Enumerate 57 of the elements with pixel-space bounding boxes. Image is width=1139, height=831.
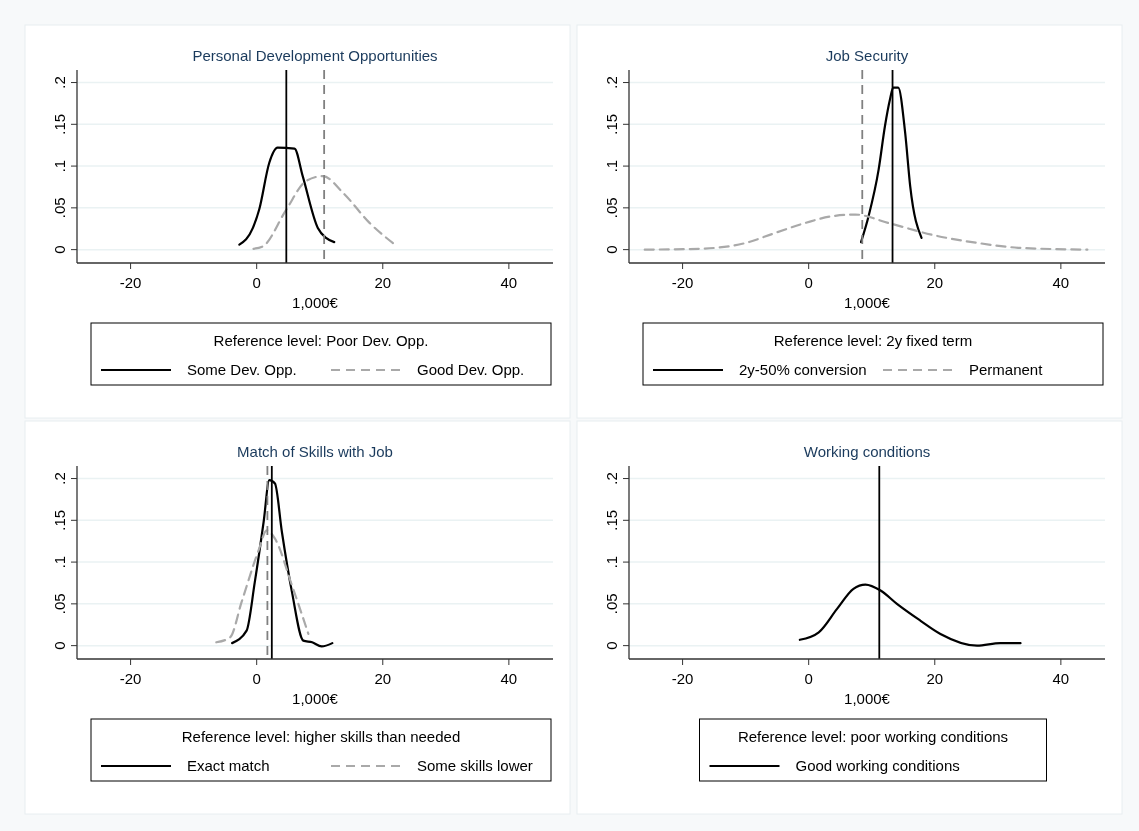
y-tick-label: .1 — [51, 555, 68, 569]
x-tick-label: -20 — [671, 670, 694, 687]
x-tick-label: -20 — [119, 274, 142, 291]
y-tick-label: .15 — [51, 113, 68, 135]
y-tick-label: 0 — [603, 641, 620, 650]
legend-label: Some skills lower — [417, 757, 533, 774]
y-tick-label: .1 — [603, 159, 620, 173]
y-tick-label: .15 — [603, 509, 620, 531]
y-tick-label: .05 — [603, 197, 620, 219]
y-tick-label: 0 — [603, 245, 620, 254]
y-tick-label: .2 — [603, 472, 620, 485]
x-tick-label: -20 — [671, 274, 694, 291]
y-tick-label: .15 — [603, 113, 620, 135]
x-tick-label: 0 — [804, 670, 813, 687]
legend-label: Exact match — [187, 757, 270, 774]
x-tick-label: 40 — [500, 670, 518, 687]
y-tick-label: 0 — [51, 245, 68, 254]
x-tick-label: 40 — [500, 274, 518, 291]
x-tick-label: 0 — [252, 274, 261, 291]
chart-title: Working conditions — [803, 443, 931, 460]
legend-label: Some Dev. Opp. — [187, 361, 297, 378]
legend-title: Reference level: higher skills than needed — [181, 728, 461, 745]
x-tick-label: 0 — [804, 274, 813, 291]
x-tick-label: -20 — [119, 670, 142, 687]
y-tick-label: .1 — [603, 555, 620, 569]
legend-label: Good Dev. Opp. — [417, 361, 525, 378]
legend-label: 2y-50% conversion — [739, 361, 867, 378]
x-tick-label: 20 — [926, 670, 944, 687]
chart-title: Match of Skills with Job — [237, 443, 393, 460]
y-tick-label: .2 — [51, 76, 68, 89]
x-axis-title: 1,000€ — [844, 690, 891, 707]
y-tick-label: .05 — [603, 593, 620, 615]
y-tick-label: .2 — [51, 472, 68, 485]
x-axis-title: 1,000€ — [292, 690, 339, 707]
x-tick-label: 20 — [374, 670, 392, 687]
x-axis-title: 1,000€ — [844, 294, 891, 311]
legend-title: Reference level: Poor Dev. Opp. — [213, 332, 429, 349]
y-tick-label: .15 — [51, 509, 68, 531]
x-tick-label: 40 — [1052, 274, 1070, 291]
x-tick-label: 20 — [926, 274, 944, 291]
line-series — [215, 529, 310, 644]
y-tick-label: .1 — [51, 159, 68, 173]
y-tick-label: 0 — [51, 641, 68, 650]
legend-label: Good working conditions — [795, 757, 960, 774]
x-tick-label: 20 — [374, 274, 392, 291]
y-tick-label: .05 — [51, 593, 68, 615]
y-tick-label: .05 — [51, 197, 68, 219]
legend-label: Permanent — [969, 361, 1044, 378]
x-tick-label: 0 — [252, 670, 261, 687]
line-series — [643, 213, 1089, 251]
legend-title: Reference level: poor working conditions — [737, 728, 1009, 745]
chart-title: Personal Development Opportunities — [192, 47, 438, 64]
x-tick-label: 40 — [1052, 670, 1070, 687]
legend-title: Reference level: 2y fixed term — [773, 332, 973, 349]
y-tick-label: .2 — [603, 76, 620, 89]
x-axis-title: 1,000€ — [292, 294, 339, 311]
chart-title: Job Security — [825, 47, 909, 64]
